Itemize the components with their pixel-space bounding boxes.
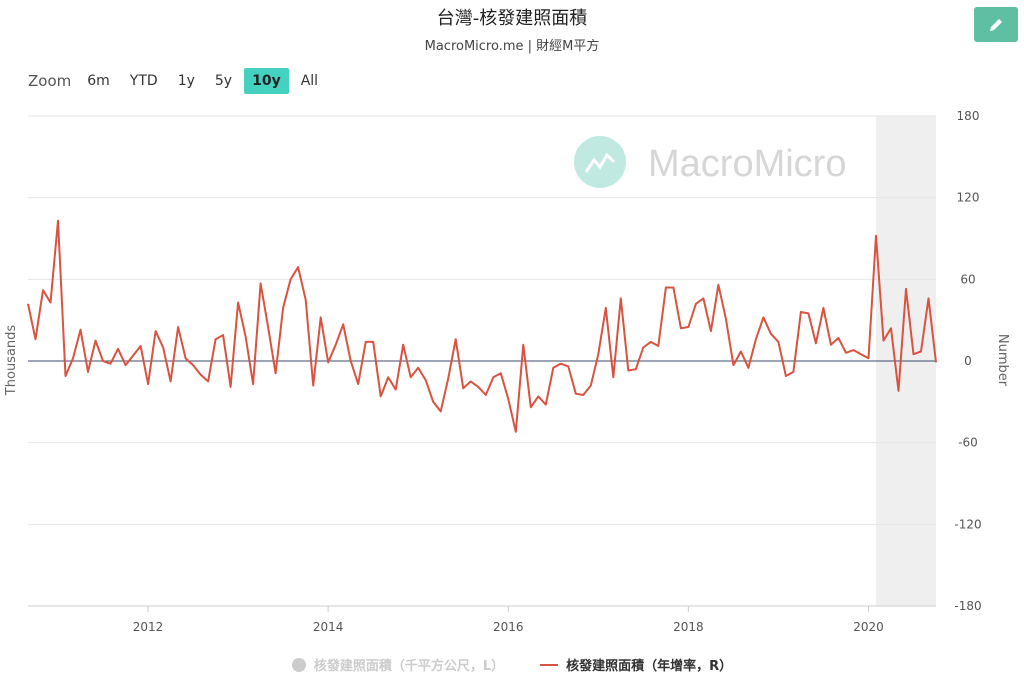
zoom-label: Zoom: [28, 72, 72, 90]
legend-item-area[interactable]: 核發建照面積（千平方公尺，L）: [291, 655, 505, 674]
legend-item-yoy[interactable]: 核發建照面積（年增率，R）: [540, 655, 732, 674]
x-tick-label: 2018: [673, 620, 704, 634]
x-tick-label: 2016: [493, 620, 524, 634]
legend-line-icon: [540, 663, 559, 666]
y-tick-label: -120: [954, 517, 981, 531]
legend: 核發建照面積（千平方公尺，L） 核發建照面積（年增率，R）: [0, 655, 1024, 674]
y-tick-label: 120: [957, 191, 980, 205]
series-line-yoy[interactable]: [27, 219, 937, 433]
y-tick-label: -60: [958, 436, 978, 450]
zoom-5y-button[interactable]: 5y: [214, 73, 233, 89]
zoom-1y-button[interactable]: 1y: [177, 73, 195, 89]
left-axis-title: Thousands: [4, 325, 19, 397]
chart-subtitle: MacroMicro.me | 財經M平方: [424, 39, 600, 54]
y-tick-label: 180: [957, 109, 980, 123]
y-tick-label: 60: [960, 272, 975, 286]
zoom-bar: Zoom 6m YTD 1y 5y 10y All: [28, 68, 330, 94]
y-tick-label: 0: [964, 354, 972, 368]
x-tick-label: 2020: [853, 620, 884, 634]
zoom-all-button[interactable]: All: [300, 73, 319, 89]
zoom-6m-button[interactable]: 6m: [87, 73, 110, 89]
macromicro-logo-icon: [574, 136, 626, 188]
legend-label: 核發建照面積（年增率，R）: [566, 659, 733, 674]
legend-marker-icon: [291, 657, 306, 672]
right-axis-title: Number: [995, 334, 1010, 387]
y-tick-label: -180: [954, 599, 981, 613]
pencil-icon: [990, 18, 1002, 31]
legend-label: 核發建照面積（千平方公尺，L）: [313, 659, 505, 674]
zoom-10y-button[interactable]: 10y: [244, 68, 289, 94]
x-tick-label: 2014: [313, 620, 344, 634]
watermark-text: MacroMicro: [648, 143, 846, 185]
watermark: MacroMicro: [574, 136, 846, 188]
chart-title: 台灣-核發建照面積: [436, 8, 588, 29]
zoom-ytd-button[interactable]: YTD: [129, 73, 158, 89]
edit-button[interactable]: [974, 7, 1018, 42]
x-tick-label: 2012: [133, 620, 164, 634]
